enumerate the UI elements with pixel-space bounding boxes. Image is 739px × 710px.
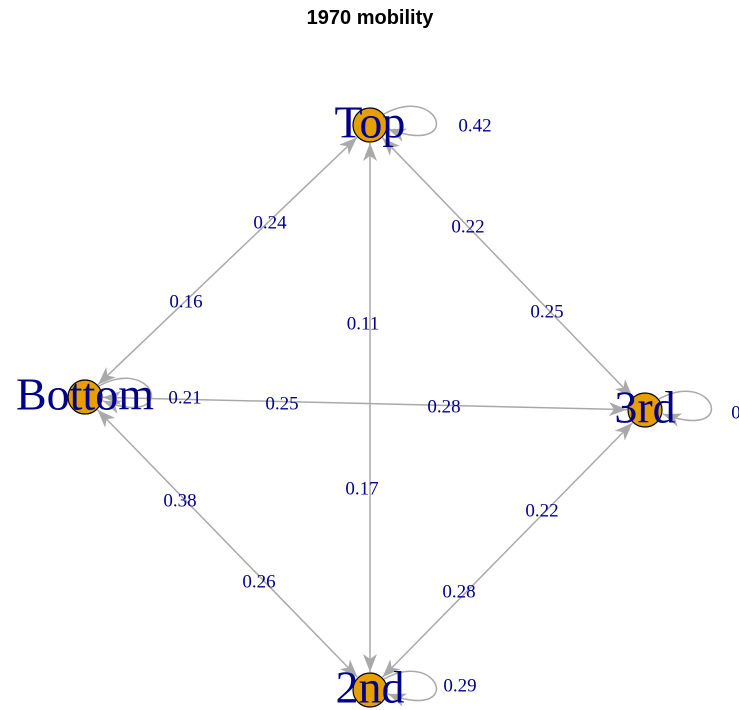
edge-label: 0.22 bbox=[451, 216, 484, 237]
edge bbox=[102, 390, 628, 417]
node-label: Bottom bbox=[16, 369, 154, 420]
edge-label: 0.22 bbox=[525, 500, 558, 521]
node-label: Top bbox=[335, 97, 406, 148]
edge-label: 0.38 bbox=[163, 490, 196, 511]
title: 1970 mobility bbox=[307, 7, 435, 29]
edge-label: 0.21 bbox=[168, 387, 201, 408]
node bbox=[67, 379, 103, 415]
node bbox=[352, 672, 388, 708]
edge bbox=[97, 136, 358, 386]
edge-label: 0.11 bbox=[347, 313, 380, 334]
edge-label: 0 bbox=[731, 402, 739, 423]
edge-label: 0.17 bbox=[345, 478, 378, 499]
edge-label: 0.25 bbox=[530, 301, 563, 322]
self-loop bbox=[98, 377, 153, 414]
node bbox=[627, 392, 663, 428]
edge-label: 0.24 bbox=[253, 212, 287, 233]
node bbox=[352, 107, 388, 143]
self-loop bbox=[658, 390, 713, 427]
edge-label: 0.16 bbox=[169, 291, 202, 312]
edge-label: 0.25 bbox=[265, 393, 298, 414]
edge-label: 0.28 bbox=[442, 581, 475, 602]
edge bbox=[382, 422, 633, 678]
edge-label: 0.42 bbox=[458, 115, 491, 136]
self-loop bbox=[383, 105, 438, 142]
node-label: 2nd bbox=[336, 662, 405, 710]
edge-label: 0.29 bbox=[443, 675, 476, 696]
edge-label: 0.28 bbox=[427, 396, 460, 417]
edge-label: 0.26 bbox=[242, 571, 275, 592]
self-loop bbox=[383, 670, 438, 707]
edge bbox=[381, 137, 634, 398]
node-label: 3rd bbox=[614, 382, 675, 433]
edge bbox=[97, 409, 358, 678]
